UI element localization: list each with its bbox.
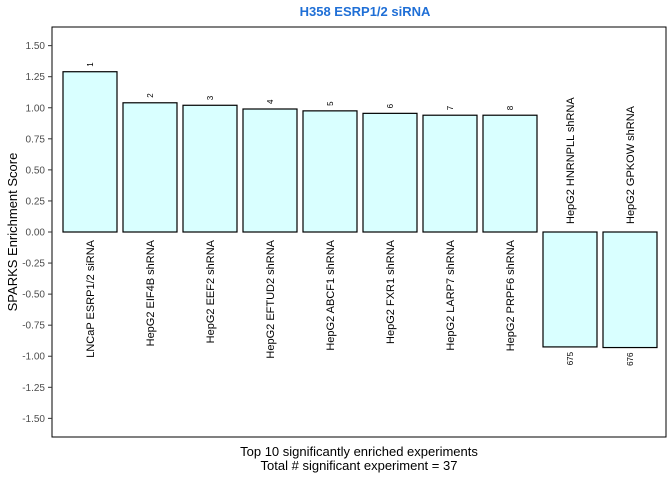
- y-tick-label: 0.00: [26, 228, 46, 239]
- category-label: HepG2 EEF2 shRNA: [205, 239, 217, 343]
- bar: [542, 231, 598, 348]
- y-tick-label: -0.50: [22, 290, 45, 301]
- bar: [602, 231, 658, 349]
- y-axis: -1.50 -1.25 -1.00 -0.75 -0.50 -0.25 0.00 0.25 0.…: [22, 41, 52, 425]
- y-tick-label: 0.50: [26, 165, 46, 176]
- rank-label: 3: [206, 95, 215, 100]
- category-label: HepG2 EFTUD2 shRNA: [265, 239, 277, 358]
- category-label: HepG2 PRPF6 shRNA: [505, 239, 517, 351]
- category-label: HepG2 GPKOW shRNA: [625, 105, 637, 224]
- y-tick-label: 1.00: [26, 103, 46, 114]
- y-tick-label: -1.25: [22, 383, 45, 394]
- bar: [362, 112, 418, 233]
- x-axis-title-line-2: Total # significant experiment = 37: [261, 458, 458, 473]
- rank-label: 7: [446, 105, 455, 110]
- bar: [242, 108, 298, 233]
- x-axis-title-line-1: Top 10 significantly enriched experiment…: [240, 444, 478, 459]
- rank-label: 5: [326, 101, 335, 106]
- category-label: HepG2 EIF4B shRNA: [145, 239, 157, 346]
- y-tick-label: -1.00: [22, 352, 45, 363]
- bar: [122, 102, 178, 233]
- rank-label: 8: [506, 105, 515, 110]
- y-tick-label: 0.75: [26, 134, 46, 145]
- rank-label: 2: [146, 93, 155, 98]
- bar: [302, 110, 358, 233]
- y-tick-label: -1.50: [22, 414, 45, 425]
- bar: [482, 114, 538, 233]
- bar: [62, 71, 118, 233]
- y-tick-label: 0.25: [26, 196, 46, 207]
- y-tick-label: 1.25: [26, 72, 46, 83]
- category-label: HepG2 LARP7 shRNA: [445, 239, 457, 350]
- category-label: HepG2 HNRNPLL shRNA: [565, 97, 577, 224]
- rank-label: 1: [86, 62, 95, 67]
- category-label: HepG2 ABCF1 shRNA: [325, 239, 337, 350]
- y-tick-label: -0.25: [22, 259, 45, 270]
- rank-label: 676: [626, 352, 635, 366]
- rank-label: 4: [266, 99, 275, 104]
- bars: [62, 71, 658, 349]
- bar: [422, 114, 478, 233]
- chart-title: H358 ESRP1/2 siRNA: [300, 4, 431, 19]
- y-axis-title: SPARKS Enrichment Score: [5, 153, 20, 312]
- y-tick-label: -0.75: [22, 321, 45, 332]
- category-label: HepG2 FXR1 shRNA: [385, 239, 397, 344]
- rank-label: 6: [386, 103, 395, 108]
- bar: [182, 104, 238, 233]
- rank-label: 675: [566, 351, 575, 365]
- bar-labels: 1 LNCaP ESRP1/2 siRNA 2 HepG2 EIF4B shRNA 3 H…: [85, 62, 637, 366]
- y-tick-label: 1.50: [26, 41, 46, 52]
- category-label: LNCaP ESRP1/2 siRNA: [85, 239, 97, 357]
